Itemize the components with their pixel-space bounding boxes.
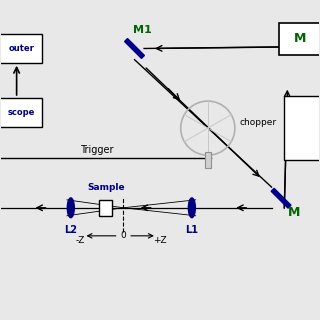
Polygon shape <box>124 39 144 58</box>
Bar <box>100 200 112 216</box>
Text: scope: scope <box>8 108 36 117</box>
Text: M: M <box>287 206 300 219</box>
Text: Trigger: Trigger <box>80 145 114 155</box>
Text: 0: 0 <box>121 231 126 240</box>
Polygon shape <box>271 188 291 208</box>
Text: Sample: Sample <box>87 183 125 193</box>
Text: L1: L1 <box>185 225 198 235</box>
Ellipse shape <box>67 198 74 218</box>
Bar <box>204 152 211 168</box>
Bar <box>0 98 42 126</box>
Bar <box>284 96 320 160</box>
Text: M1: M1 <box>133 25 152 35</box>
Text: L2: L2 <box>64 225 77 235</box>
Ellipse shape <box>188 198 196 218</box>
Text: M: M <box>294 32 306 45</box>
Text: -Z: -Z <box>76 236 85 245</box>
Bar <box>279 23 320 55</box>
Text: +Z: +Z <box>153 236 167 245</box>
Text: chopper: chopper <box>240 118 277 127</box>
Text: outer: outer <box>9 44 35 53</box>
Bar <box>0 34 42 63</box>
